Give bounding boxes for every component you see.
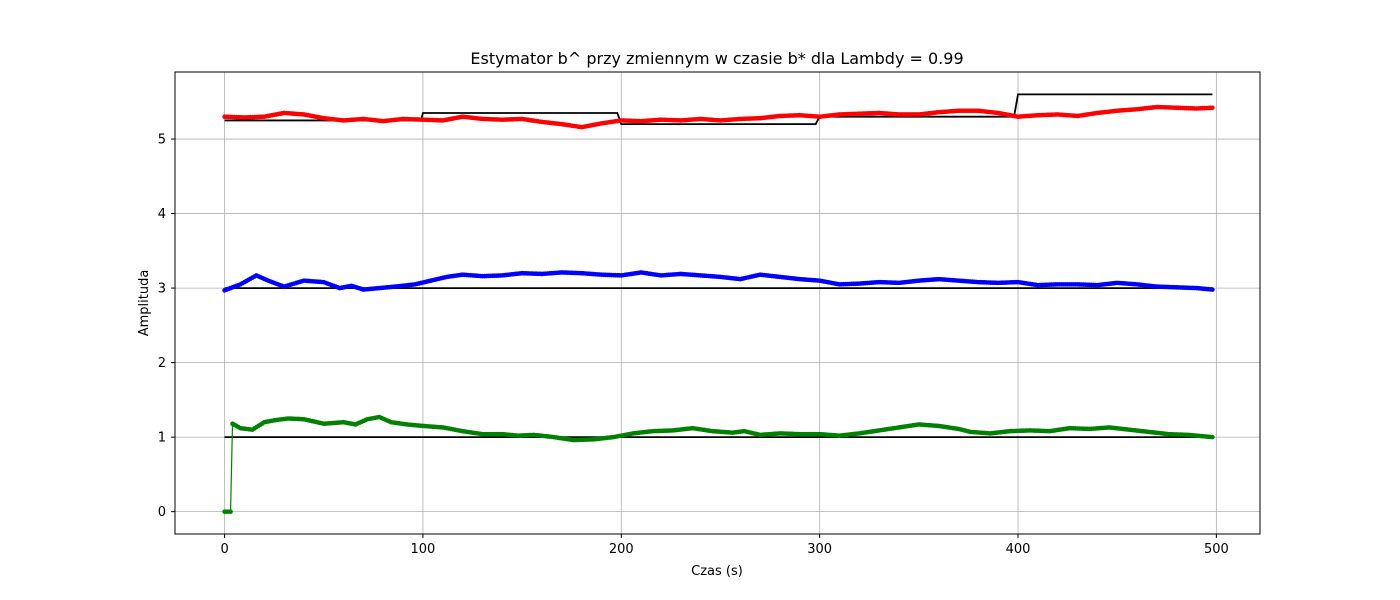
plot-frame xyxy=(174,71,1261,535)
y-tick-label: 3 xyxy=(158,282,166,297)
x-tick-label: 400 xyxy=(1006,542,1031,557)
x-tick-label: 200 xyxy=(609,542,634,557)
data-point xyxy=(228,509,233,514)
x-tick-label: 100 xyxy=(411,542,436,557)
y-tick-label: 5 xyxy=(158,133,166,148)
series-1 xyxy=(222,104,1215,130)
data-point xyxy=(1210,434,1215,440)
y-tick-label: 0 xyxy=(158,505,166,520)
x-axis-label: Czas (s) xyxy=(691,564,743,579)
chart-title: Estymator b^ przy zmiennym w czasie b* d… xyxy=(470,49,963,68)
axis-ticks: 0 100 200 300 400 500 0 1 2 3 4 5 xyxy=(158,133,1229,557)
reference-line-1 xyxy=(224,93,1213,126)
y-tick-label: 1 xyxy=(158,431,166,446)
series-2 xyxy=(222,270,1215,293)
x-tick-label: 500 xyxy=(1204,542,1229,557)
y-tick-label: 2 xyxy=(158,356,166,371)
data-point xyxy=(1210,105,1215,111)
data-series xyxy=(222,104,1215,514)
reference-lines xyxy=(224,93,1213,439)
y-tick-label: 4 xyxy=(158,207,166,222)
x-tick-label: 300 xyxy=(807,542,832,557)
x-tick-label: 0 xyxy=(220,542,228,557)
series-3 xyxy=(222,414,1215,514)
y-axis-label: Amplituda xyxy=(137,270,152,337)
grid xyxy=(175,72,1260,534)
data-point xyxy=(1210,287,1215,292)
